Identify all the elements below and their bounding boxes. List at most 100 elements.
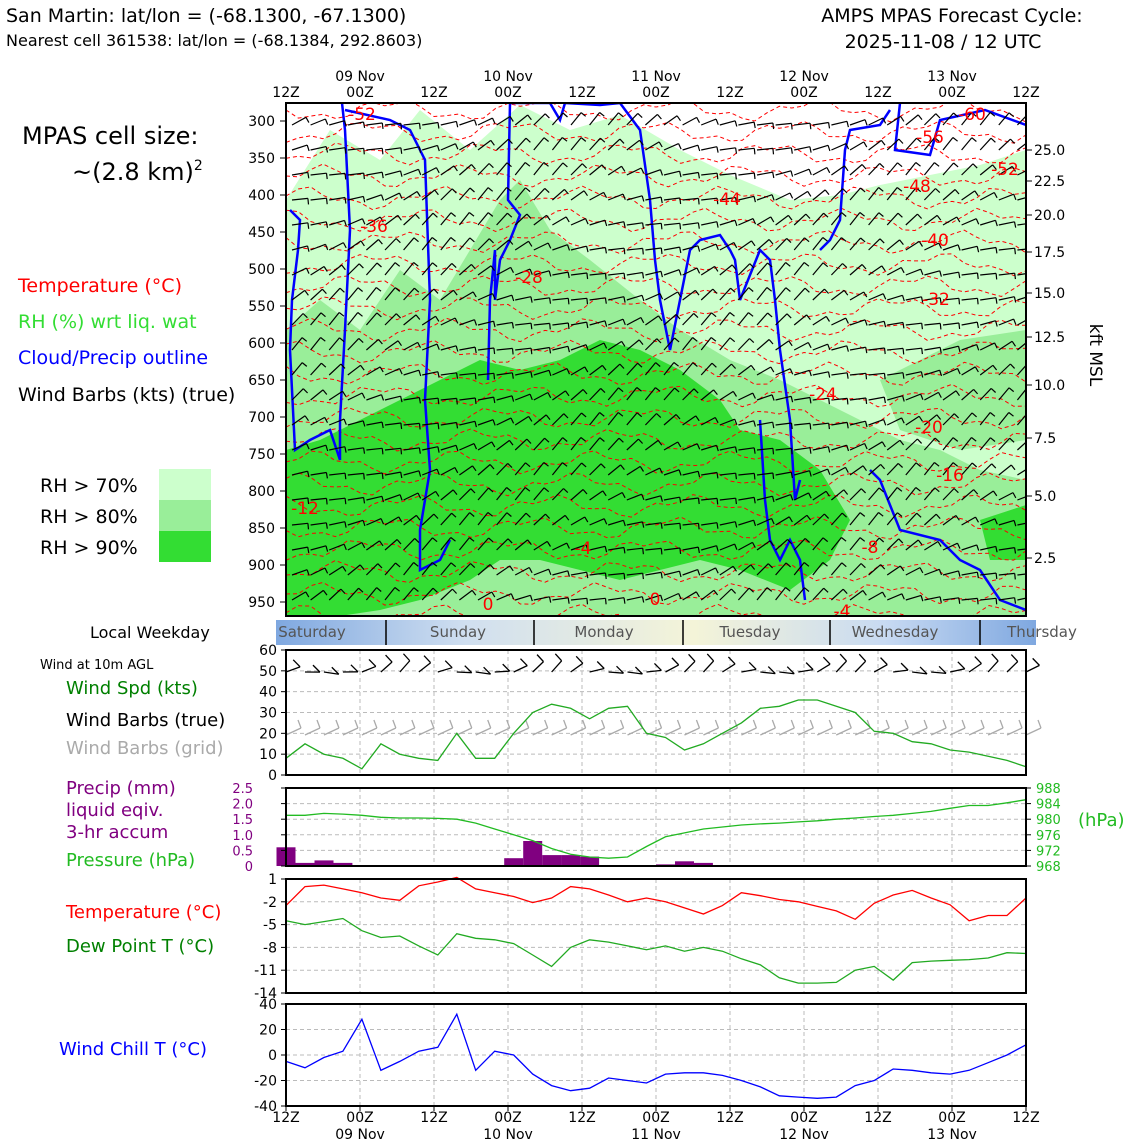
temperature-contour-label: -24 — [809, 385, 837, 405]
pressure-tick-label: 550 — [248, 299, 275, 315]
weekday-label: Sunday — [430, 623, 486, 641]
wind-panel: 0 10 20 30 40 50 60 — [259, 643, 1042, 784]
temperature-contour-label: -4 — [834, 602, 851, 622]
pressure-tick-label: 984 — [1036, 798, 1061, 813]
pressure-axis: 300 350 400 450 500 550 600 650 700 750 800 850 900 9… — [248, 114, 286, 611]
temperature-contours — [286, 103, 1026, 616]
time-tick-label: 00Z — [346, 1110, 373, 1126]
date-label: 11 Nov — [631, 69, 681, 85]
y-tick-label: 1 — [268, 872, 277, 888]
pressure-tick-label: 980 — [1036, 813, 1061, 828]
temperature-contour-label: -48 — [903, 177, 931, 197]
rh-swatch — [159, 469, 211, 500]
temperature-contour-label: -60 — [958, 105, 986, 125]
wind-legend-title: Wind at 10m AGL — [40, 658, 154, 673]
pressure-tick-label: 900 — [248, 558, 275, 574]
y-tick-label: -14 — [254, 986, 277, 1002]
y-tick-label: -11 — [254, 963, 277, 979]
pressure-tick-label: 800 — [248, 484, 275, 500]
legend-item: 3-hr accum — [66, 822, 168, 843]
time-tick-label: 12Z — [716, 1110, 743, 1126]
time-tick-label: 12Z — [864, 85, 891, 101]
pressure-tick-label: 500 — [248, 262, 275, 278]
height-tick-label: 12.5 — [1034, 330, 1065, 346]
time-tick-label: 12Z — [272, 85, 299, 101]
y-tick-label: -20 — [254, 1074, 277, 1090]
time-tick-label: 12Z — [1012, 85, 1039, 101]
y-tick-label: 20 — [259, 726, 277, 742]
height-tick-label: 2.5 — [1034, 551, 1056, 567]
precip-bar — [504, 858, 524, 866]
time-tick-label: 12Z — [420, 85, 447, 101]
temperature-contour-label: -16 — [936, 466, 964, 486]
y-tick-label: 50 — [259, 664, 277, 680]
y-tick-label: -2 — [263, 895, 277, 911]
y-tick-label: 60 — [259, 643, 277, 659]
legend-item: Cloud/Precip outline — [18, 347, 208, 369]
precip-tick-label: 1.5 — [232, 813, 253, 828]
time-tick-label: 12Z — [864, 1110, 891, 1126]
pressure-tick-label: 950 — [248, 595, 275, 611]
y-tick-label: 30 — [259, 706, 277, 722]
pressure-tick-label: 968 — [1036, 860, 1061, 875]
y-tick-label: 40 — [259, 997, 277, 1013]
precip-tick-label: 2.0 — [232, 798, 253, 813]
cell-size-title: MPAS cell size: — [22, 122, 198, 150]
pressure-tick-label: 300 — [248, 114, 275, 130]
precip-tick-label: 1.0 — [232, 829, 253, 844]
height-axis: 25.0 22.5 20.0 17.5 15.0 12.5 10.0 7.5 5.0 2.5 — [1026, 143, 1065, 567]
pressure-tick-label: 850 — [248, 521, 275, 537]
bottom-time-axis: 12Z 00Z 12Z 00Z 12Z 00Z 12Z 00Z 12Z 00Z 12Z 09 Nov 1… — [272, 1106, 1040, 1140]
legend-item: Dew Point T (°C) — [66, 936, 214, 957]
temperature-line — [285, 876, 1027, 922]
date-label: 10 Nov — [483, 1127, 533, 1140]
height-tick-label: 7.5 — [1034, 431, 1056, 447]
legend-item: Pressure (hPa) — [66, 850, 195, 871]
cell-size-value: ~(2.8 km)2 — [72, 158, 203, 186]
legend-item: Wind Barbs (kts) (true) — [18, 384, 235, 406]
rh-legend: RH > 70% RH > 80% RH > 90% — [40, 469, 211, 562]
precip-bar — [295, 862, 315, 866]
rh-swatch — [159, 500, 211, 531]
height-tick-label: 25.0 — [1034, 143, 1065, 159]
precip-bar — [542, 855, 562, 866]
pressure-tick-label: 972 — [1036, 844, 1061, 859]
legend-item: Wind Spd (kts) — [66, 678, 198, 699]
surface-panels: 01020304050602.52.01.51.00.5098898498097… — [232, 643, 1124, 1115]
date-label: 10 Nov — [483, 69, 533, 85]
time-tick-label: 00Z — [642, 85, 669, 101]
time-tick-label: 00Z — [938, 85, 965, 101]
weekday-label: Tuesday — [718, 623, 780, 641]
temperature-contour-label: -28 — [515, 268, 543, 288]
pressure-tick-label: 976 — [1036, 829, 1061, 844]
temperature-contour-label: -40 — [921, 231, 949, 251]
legend-item: Wind Barbs (true) — [66, 710, 225, 731]
date-label: 09 Nov — [335, 1127, 385, 1140]
legend-item: Wind Chill T (°C) — [59, 1039, 207, 1060]
wind-chill-line — [285, 1012, 1027, 1099]
y-tick-label: 20 — [259, 1023, 277, 1039]
pressure-axis-title: (hPa) — [1078, 810, 1125, 831]
rh-shading — [286, 105, 1026, 616]
height-tick-label: 10.0 — [1034, 378, 1065, 394]
temperature-contour-label: -36 — [360, 217, 388, 237]
date-label: 09 Nov — [335, 69, 385, 85]
legend-item: Temperature (°C) — [65, 902, 221, 923]
precip-bar — [333, 862, 353, 866]
pressure-tick-label: 988 — [1036, 782, 1061, 797]
weekday-band: Saturday Sunday Monday Tuesday Wednesday Thur… — [276, 620, 1077, 645]
pressure-tick-label: 700 — [248, 410, 275, 426]
wind-speed-line — [285, 699, 1027, 770]
wind-barbs-grid — [285, 719, 1042, 736]
precip-bar — [314, 860, 334, 866]
temperature-contour-label: -56 — [916, 128, 944, 148]
legend-item: Temperature (°C) — [17, 275, 182, 297]
header-location: San Martin: lat/lon = (-68.1300, -67.130… — [6, 5, 406, 27]
temperature-contour-label: -52 — [991, 160, 1019, 180]
temperature-contour-label: -32 — [922, 290, 950, 310]
y-tick-label: 0 — [268, 768, 277, 784]
precip-bar — [580, 856, 600, 866]
temperature-panel: 1 -2 -5 -8 -11 -14 — [254, 872, 1027, 1002]
y-tick-label: -5 — [263, 918, 277, 934]
pressure-tick-label: 650 — [248, 373, 275, 389]
